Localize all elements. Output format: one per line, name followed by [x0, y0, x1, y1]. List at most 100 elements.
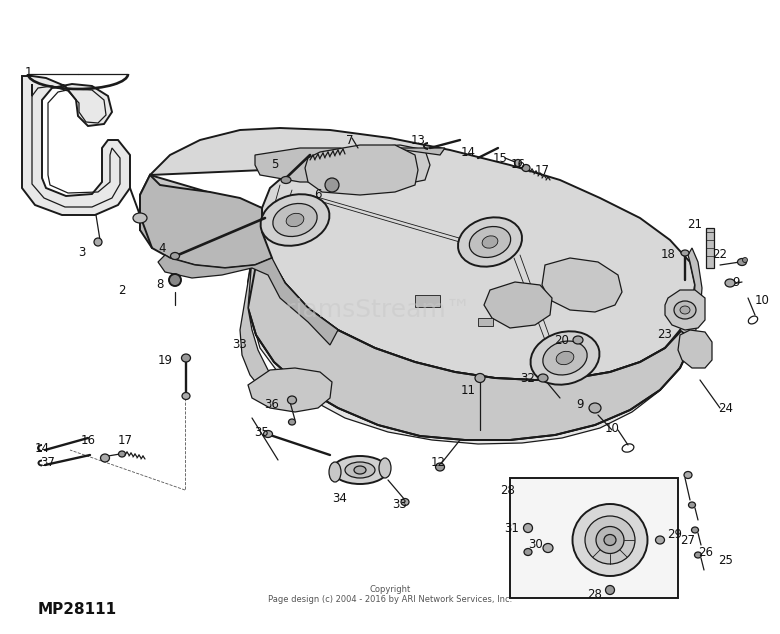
- Bar: [706, 228, 714, 268]
- Bar: [510, 478, 678, 598]
- Ellipse shape: [738, 259, 746, 266]
- Text: 16: 16: [510, 158, 526, 172]
- Text: 14: 14: [34, 441, 49, 455]
- Text: 27: 27: [680, 533, 696, 547]
- Ellipse shape: [133, 213, 147, 223]
- Text: 12: 12: [431, 455, 445, 469]
- Ellipse shape: [589, 403, 601, 413]
- Ellipse shape: [674, 301, 696, 319]
- Ellipse shape: [596, 526, 624, 553]
- Text: 25: 25: [718, 553, 733, 567]
- Text: 7: 7: [346, 134, 354, 146]
- Text: Page design (c) 2004 - 2016 by ARI Network Services, Inc.: Page design (c) 2004 - 2016 by ARI Netwo…: [268, 595, 512, 604]
- Text: 32: 32: [520, 372, 535, 384]
- Ellipse shape: [261, 194, 329, 246]
- Ellipse shape: [605, 586, 615, 595]
- Text: 28: 28: [501, 484, 516, 496]
- Polygon shape: [150, 128, 695, 380]
- Ellipse shape: [289, 419, 296, 425]
- Ellipse shape: [171, 252, 179, 259]
- Polygon shape: [665, 290, 705, 330]
- Text: 17: 17: [118, 434, 133, 446]
- Ellipse shape: [585, 516, 635, 564]
- Ellipse shape: [524, 548, 532, 555]
- Text: 18: 18: [661, 249, 675, 261]
- Ellipse shape: [281, 176, 291, 183]
- Text: 20: 20: [555, 333, 569, 347]
- Polygon shape: [158, 255, 338, 345]
- Text: 21: 21: [687, 219, 703, 231]
- Polygon shape: [240, 258, 300, 405]
- Ellipse shape: [681, 250, 689, 256]
- Ellipse shape: [743, 257, 747, 262]
- Ellipse shape: [689, 502, 696, 508]
- Ellipse shape: [332, 456, 388, 484]
- Ellipse shape: [286, 213, 304, 227]
- Text: 31: 31: [505, 522, 519, 534]
- Text: 15: 15: [492, 152, 508, 164]
- Text: 5: 5: [271, 158, 278, 172]
- Polygon shape: [140, 175, 695, 440]
- Polygon shape: [390, 148, 445, 155]
- Text: 33: 33: [392, 498, 407, 512]
- Ellipse shape: [573, 504, 647, 576]
- Ellipse shape: [604, 534, 616, 545]
- Text: 14: 14: [460, 145, 476, 158]
- Polygon shape: [140, 175, 272, 268]
- Ellipse shape: [354, 466, 366, 474]
- Ellipse shape: [530, 332, 600, 385]
- Ellipse shape: [288, 396, 296, 404]
- Text: 26: 26: [699, 545, 714, 559]
- Ellipse shape: [119, 451, 126, 457]
- Text: 13: 13: [410, 134, 425, 146]
- Polygon shape: [248, 368, 332, 412]
- Text: 1: 1: [24, 65, 32, 79]
- Ellipse shape: [325, 178, 339, 192]
- Text: 6: 6: [314, 188, 321, 202]
- Text: 30: 30: [529, 538, 544, 552]
- Text: 17: 17: [534, 164, 549, 176]
- Text: 28: 28: [587, 588, 602, 602]
- Ellipse shape: [94, 238, 102, 246]
- Ellipse shape: [169, 274, 181, 286]
- Ellipse shape: [655, 536, 665, 544]
- Text: Copyright: Copyright: [370, 586, 410, 595]
- Ellipse shape: [482, 236, 498, 248]
- Ellipse shape: [345, 462, 375, 478]
- Text: 23: 23: [658, 328, 672, 342]
- Ellipse shape: [543, 543, 553, 552]
- Polygon shape: [680, 248, 702, 340]
- Polygon shape: [348, 145, 430, 185]
- Polygon shape: [484, 282, 552, 328]
- Text: 34: 34: [332, 491, 347, 505]
- Text: 22: 22: [712, 249, 728, 261]
- Polygon shape: [248, 308, 693, 444]
- Ellipse shape: [458, 217, 522, 267]
- Ellipse shape: [470, 226, 511, 257]
- Text: 2: 2: [119, 283, 126, 297]
- Text: 33: 33: [232, 339, 247, 351]
- Bar: [415, 295, 440, 307]
- Ellipse shape: [182, 392, 190, 399]
- Ellipse shape: [515, 160, 522, 167]
- Ellipse shape: [182, 354, 190, 362]
- Ellipse shape: [435, 463, 445, 471]
- Ellipse shape: [573, 336, 583, 344]
- Ellipse shape: [379, 458, 391, 478]
- Text: 9: 9: [732, 276, 739, 288]
- Ellipse shape: [101, 454, 109, 462]
- Text: 19: 19: [158, 354, 172, 366]
- Ellipse shape: [692, 527, 699, 533]
- Ellipse shape: [523, 524, 533, 533]
- Ellipse shape: [522, 164, 530, 172]
- Text: 36: 36: [264, 399, 279, 411]
- Text: 24: 24: [718, 401, 733, 415]
- Text: 16: 16: [80, 434, 95, 446]
- Bar: [478, 318, 493, 326]
- Text: 10: 10: [754, 294, 769, 306]
- Text: 9: 9: [576, 399, 583, 411]
- Ellipse shape: [684, 472, 692, 479]
- Ellipse shape: [475, 373, 485, 382]
- Text: MP28111: MP28111: [38, 602, 117, 618]
- Ellipse shape: [273, 204, 317, 236]
